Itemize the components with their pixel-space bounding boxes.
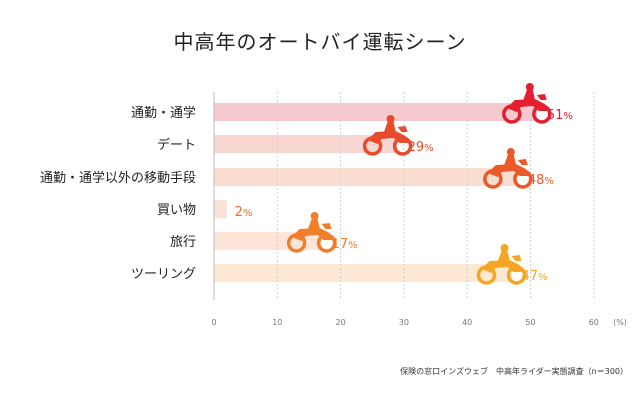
motorcycle-icon <box>502 83 552 124</box>
motorcycle-icon <box>286 212 337 253</box>
source-note: 保険の窓口インズウェブ 中高年ライダー実態調査（n＝300） <box>400 367 628 376</box>
category-label: 買い物 <box>157 203 196 218</box>
value-label: 47% <box>522 269 548 284</box>
value-label: 48% <box>528 173 554 188</box>
category-label: 通勤・通学 <box>131 105 196 121</box>
category-label: デート <box>157 137 196 153</box>
bar <box>214 168 518 186</box>
tick-label: 40 <box>462 318 472 327</box>
tick-label: 30 <box>399 318 409 327</box>
bar <box>214 264 512 282</box>
category-label: 旅行 <box>170 235 196 250</box>
value-label: 51% <box>547 108 573 123</box>
tick-label: 0 <box>211 318 216 327</box>
tick-label: 50 <box>525 318 535 327</box>
bar <box>214 200 227 218</box>
tick-label: 60 <box>589 318 599 327</box>
tick-label: 10 <box>272 318 282 327</box>
motorcycle-icon <box>476 244 527 285</box>
value-label: 17% <box>332 237 358 252</box>
value-label: 29% <box>408 140 434 155</box>
category-label: ツーリング <box>131 267 196 282</box>
chart-title: 中高年のオートバイ運転シーン <box>173 30 467 54</box>
motorcycle-icon <box>362 115 413 156</box>
value-label: 2% <box>235 205 253 220</box>
axis-unit-label: (%) <box>613 318 627 327</box>
tick-label: 20 <box>336 318 346 327</box>
motorcycle-icon <box>483 148 533 189</box>
bar <box>214 103 537 121</box>
category-label: 通勤・通学以外の移動手段 <box>40 170 196 186</box>
bar <box>214 135 398 153</box>
